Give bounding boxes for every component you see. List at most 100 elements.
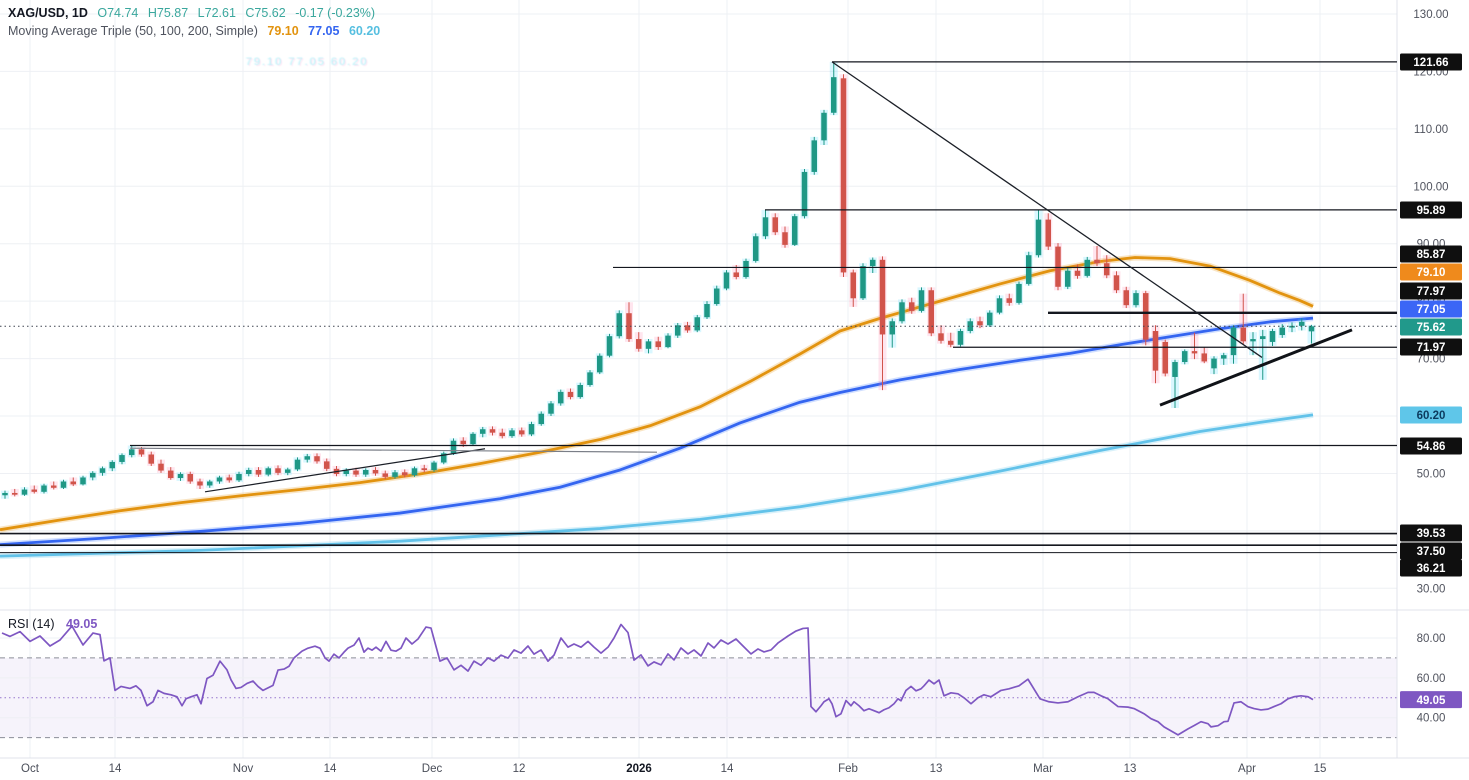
candle-body[interactable] <box>850 272 857 299</box>
candle-body[interactable] <box>860 266 866 299</box>
rsi-badge[interactable] <box>1400 691 1462 709</box>
candle-body[interactable] <box>314 456 320 462</box>
candle-body[interactable] <box>402 472 408 476</box>
candle-body[interactable] <box>1113 275 1120 291</box>
candle-body[interactable] <box>1152 331 1159 371</box>
candle-body[interactable] <box>119 455 125 462</box>
candle-body[interactable] <box>1162 341 1169 374</box>
candle-body[interactable] <box>411 468 418 476</box>
candle-body[interactable] <box>938 333 944 341</box>
candle-body[interactable] <box>31 489 38 492</box>
candle-body[interactable] <box>558 391 564 404</box>
price-badge[interactable] <box>1400 338 1462 356</box>
candle-body[interactable] <box>782 232 788 245</box>
candle-body[interactable] <box>714 288 720 305</box>
candle-body[interactable] <box>1250 339 1256 342</box>
candle-body[interactable] <box>1104 263 1110 276</box>
candle-body[interactable] <box>821 112 827 141</box>
price-badge[interactable] <box>1400 201 1462 219</box>
candle-body[interactable] <box>918 290 925 311</box>
candle-body[interactable] <box>870 259 876 267</box>
candle-body[interactable] <box>1133 293 1139 306</box>
candle-body[interactable] <box>987 312 993 326</box>
price-badge[interactable] <box>1400 245 1462 263</box>
candle-body[interactable] <box>762 217 769 237</box>
candle-body[interactable] <box>899 302 905 322</box>
candle-body[interactable] <box>587 372 593 385</box>
candle-body[interactable] <box>792 216 798 245</box>
rsi-indicator-title[interactable]: RSI (14) <box>8 617 55 631</box>
candle-body[interactable] <box>996 298 1003 313</box>
symbol-legend[interactable]: XAG/USD, 1D O74.74 H75.87 L72.61 C75.62 … <box>8 6 375 20</box>
candle-body[interactable] <box>733 272 740 278</box>
candle-body[interactable] <box>70 481 77 485</box>
candle-body[interactable] <box>489 429 496 433</box>
candle-body[interactable] <box>450 440 457 454</box>
candle-body[interactable] <box>1016 283 1022 303</box>
price-badge[interactable] <box>1400 53 1462 71</box>
candle-body[interactable] <box>138 449 145 455</box>
candle-body[interactable] <box>441 453 447 463</box>
candle-body[interactable] <box>811 140 818 172</box>
candle-body[interactable] <box>567 391 574 398</box>
candle-body[interactable] <box>1191 351 1198 354</box>
candle-body[interactable] <box>285 469 291 473</box>
price-badge[interactable] <box>1400 542 1462 560</box>
candle-body[interactable] <box>1035 219 1042 256</box>
candle-body[interactable] <box>1240 327 1247 342</box>
candle-body[interactable] <box>528 424 535 435</box>
candle-body[interactable] <box>255 469 262 475</box>
candle-body[interactable] <box>470 433 476 445</box>
candle-body[interactable] <box>1074 270 1081 276</box>
candle-body[interactable] <box>382 473 389 477</box>
rsi-indicator-legend[interactable]: RSI (14) 49.05 <box>8 617 97 631</box>
ma-indicator-legend[interactable]: Moving Average Triple (50, 100, 200, Sim… <box>8 24 380 38</box>
candle-body[interactable] <box>148 454 155 464</box>
candle-body[interactable] <box>577 384 584 398</box>
candle-body[interactable] <box>753 236 759 261</box>
candle-body[interactable] <box>606 336 613 356</box>
candle-body[interactable] <box>80 477 86 485</box>
candle-body[interactable] <box>1308 326 1315 332</box>
candle-body[interactable] <box>460 440 467 445</box>
candle-body[interactable] <box>1182 351 1188 363</box>
candle-body[interactable] <box>499 432 506 437</box>
candle-body[interactable] <box>275 468 281 473</box>
price-badge[interactable] <box>1400 318 1462 336</box>
candle-body[interactable] <box>197 481 203 486</box>
candle-body[interactable] <box>99 468 106 473</box>
candle-body[interactable] <box>723 272 730 289</box>
candle-body[interactable] <box>187 474 194 482</box>
candle-body[interactable] <box>421 468 428 470</box>
candle-body[interactable] <box>1123 290 1130 306</box>
candle-body[interactable] <box>372 469 379 474</box>
candle-body[interactable] <box>1279 327 1286 336</box>
price-badge[interactable] <box>1400 406 1462 424</box>
candle-body[interactable] <box>675 325 681 336</box>
candle-body[interactable] <box>704 304 710 318</box>
candle-body[interactable] <box>431 462 437 470</box>
candle-body[interactable] <box>538 413 545 425</box>
candle-body[interactable] <box>548 403 554 414</box>
candle-body[interactable] <box>597 355 603 373</box>
candle-body[interactable] <box>51 485 57 488</box>
candle-body[interactable] <box>324 461 330 469</box>
candle-body[interactable] <box>12 492 18 495</box>
price-badge[interactable] <box>1400 524 1462 542</box>
candle-body[interactable] <box>343 470 350 475</box>
candle-body[interactable] <box>392 472 398 477</box>
candle-body[interactable] <box>226 477 233 481</box>
candle-body[interactable] <box>1045 219 1052 247</box>
candle-body[interactable] <box>840 78 847 273</box>
candle-body[interactable] <box>977 321 983 326</box>
candle-body[interactable] <box>831 77 837 113</box>
candle-body[interactable] <box>2 492 8 496</box>
candle-body[interactable] <box>177 474 184 479</box>
symbol-title[interactable]: XAG/USD, 1D <box>8 6 88 20</box>
candle-body[interactable] <box>636 339 642 349</box>
candle-body[interactable] <box>265 468 272 475</box>
rsi-line[interactable] <box>1 623 1314 736</box>
price-badge[interactable] <box>1400 559 1462 577</box>
price-badge[interactable] <box>1400 300 1462 318</box>
